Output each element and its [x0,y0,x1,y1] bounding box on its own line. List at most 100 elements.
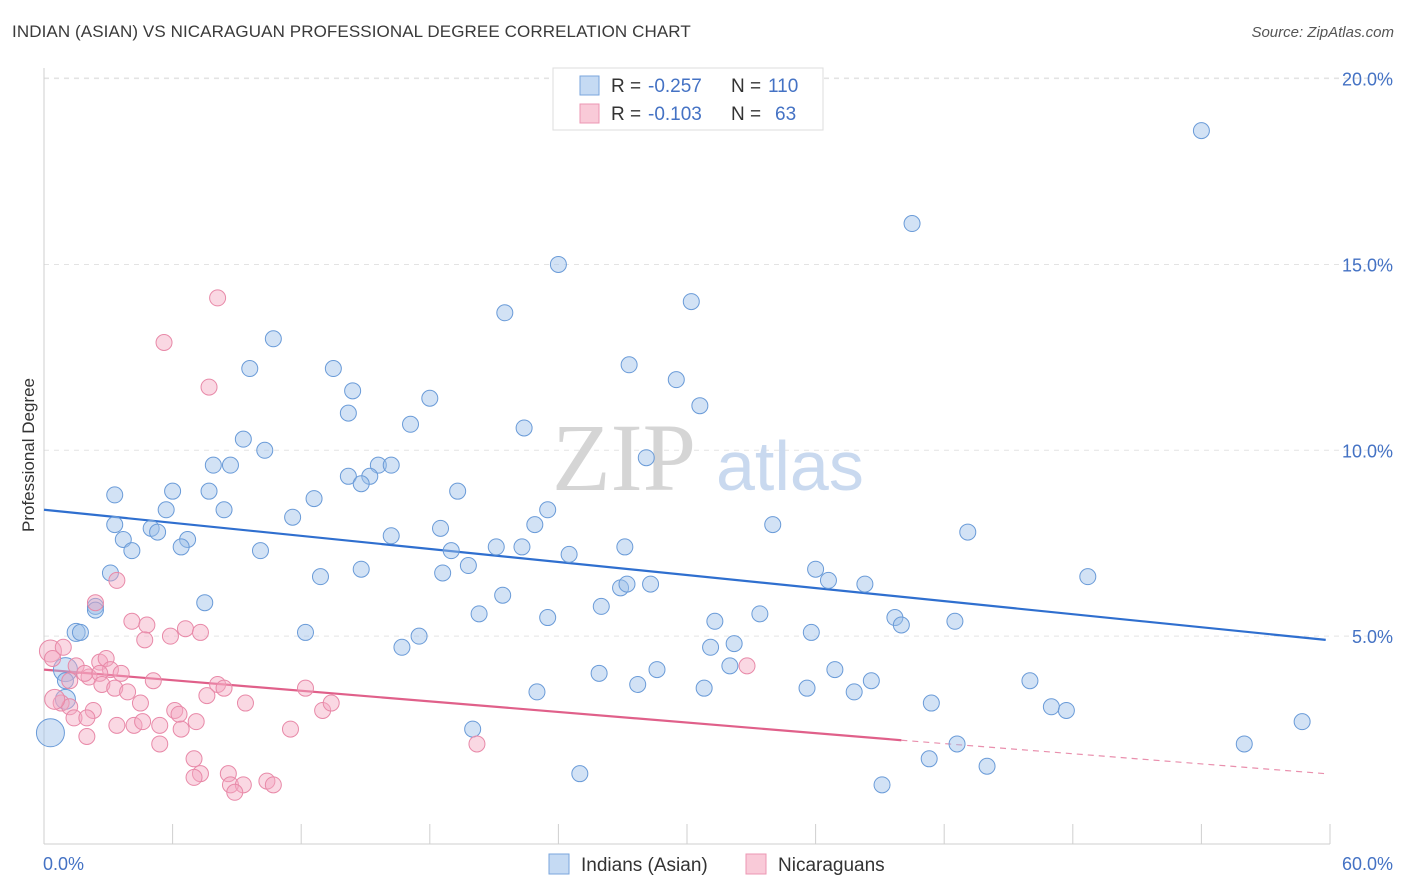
point-indians [667,371,685,389]
point-indians [241,360,259,378]
point-indians [642,575,660,593]
point-nicaraguans [200,378,218,396]
point-indians [200,482,218,500]
point-indians [221,456,239,474]
legend-r-label-indians: R = [611,76,641,97]
point-nicaraguans [78,709,96,727]
point-indians [442,542,460,560]
point-nicaraguans [76,664,94,682]
trend-lines [43,508,1326,775]
point-nicaraguans [86,594,104,612]
point-nicaraguans [108,716,126,734]
axes [43,68,1331,845]
point-indians [721,657,739,675]
legend-swatch-indians [579,75,600,96]
point-indians [361,467,379,485]
point-indians [256,441,274,459]
series-legend: Indians (Asian) Nicaraguans [548,853,885,876]
legend-n-value-indians: 110 [768,76,798,97]
point-nicaraguans [296,679,314,697]
point-indians [802,623,820,641]
point-indians [172,538,190,556]
point-indians [903,215,921,233]
point-indians [560,545,578,563]
point-nicaraguans [219,765,237,783]
point-indians [807,560,825,578]
point-nicaraguans [281,720,299,738]
point-nicaraguans [136,631,154,649]
point-nicaraguans [234,776,252,794]
point-indians [464,720,482,738]
point-indians [324,360,342,378]
legend-r-value-indians: -0.257 [648,76,702,97]
point-indians [620,356,638,374]
point-indians [71,623,89,641]
series-legend-label-nicaraguans: Nicaraguans [778,855,885,876]
legend-r-label-nicaraguans: R = [611,104,641,125]
data-points [35,122,1311,801]
point-nicaraguans [191,623,209,641]
point-indians [449,482,467,500]
point-nicaraguans [91,664,109,682]
point-nicaraguans [151,716,169,734]
point-nicaraguans [322,694,340,712]
point-indians [513,538,531,556]
legend: R = -0.257 N = 110 R = -0.103 N = 63 [552,67,824,131]
point-indians [305,490,323,508]
point-indians [106,486,124,504]
point-indians [402,415,420,433]
point-nicaraguans [112,664,130,682]
series-legend-label-indians: Indians (Asian) [581,855,708,876]
point-nicaraguans [108,571,126,589]
point-indians [856,575,874,593]
point-nicaraguans [101,661,119,679]
point-indians [410,627,428,645]
point-indians [695,679,713,697]
point-indians [487,538,505,556]
legend-r-value-nicaraguans: -0.103 [648,104,702,125]
point-indians [648,661,666,679]
point-nicaraguans [44,649,62,667]
point-indians [421,389,439,407]
point-indians [1042,698,1060,716]
x-tick-label-min: 0.0% [43,854,84,874]
point-indians [691,397,709,415]
point-indians [66,622,86,642]
point-indians [706,612,724,630]
point-indians [123,542,141,560]
point-indians [862,672,880,690]
point-indians [1057,701,1075,719]
point-indians [382,456,400,474]
point-indians [339,467,357,485]
point-nicaraguans [236,694,254,712]
point-indians [284,508,302,526]
y-tick-label: 5.0% [1352,627,1393,647]
point-nicaraguans [314,701,332,719]
point-nicaraguans [106,679,124,697]
point-nicaraguans [198,687,216,705]
series-legend-swatch-nicaraguans [745,853,767,875]
point-indians [539,609,557,627]
point-indians [616,538,634,556]
point-indians [682,293,700,311]
point-indians [798,679,816,697]
point-nicaraguans [185,750,203,768]
watermark: ZIP atlas [552,404,864,511]
y-axis-label: Professional Degree [19,378,38,532]
point-nicaraguans [468,735,486,753]
point-indians [549,255,567,273]
point-nicaraguans [119,683,137,701]
point-indians [494,586,512,604]
watermark-atlas: atlas [716,427,864,505]
point-indians [892,616,910,634]
point-nicaraguans [125,716,143,734]
point-indians [539,501,557,519]
chart-title: INDIAN (ASIAN) VS NICARAGUAN PROFESSIONA… [12,22,691,41]
point-indians [157,501,175,519]
point-indians [1235,735,1253,753]
grid-lines [44,77,1393,637]
point-indians [204,456,222,474]
point-indians [629,675,647,693]
point-indians [702,638,720,656]
